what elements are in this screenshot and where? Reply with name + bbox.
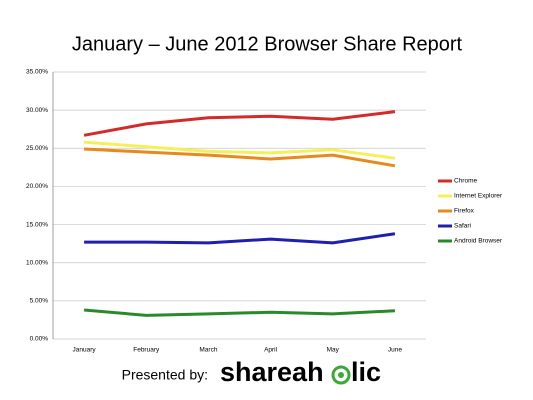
presented-by: Presented by:	[122, 367, 208, 383]
x-tick-label: February	[133, 347, 160, 354]
series-line	[83, 110, 396, 137]
x-tick-label: March	[199, 347, 217, 354]
series-line	[83, 140, 396, 160]
series-line	[83, 308, 395, 317]
legend-label: Safari	[454, 223, 471, 230]
series-line	[84, 232, 396, 245]
y-tick-label: 20.00%	[26, 183, 48, 190]
y-tick-label: 5.00%	[30, 298, 49, 305]
legend-label: Chrome	[454, 178, 478, 185]
y-tick-label: 25.00%	[26, 145, 48, 152]
y-tick-label: 0.00%	[30, 336, 49, 343]
legend-label: Internet Explorer	[454, 193, 503, 200]
legend-label: Android Browser	[454, 238, 503, 245]
x-tick-label: January	[73, 347, 97, 354]
y-tick-label: 30.00%	[26, 107, 48, 114]
logo-left: shareah	[220, 357, 324, 387]
x-tick-label: June	[388, 347, 402, 354]
legend-label: Firefox	[454, 208, 475, 215]
series-line	[84, 147, 396, 168]
logo-icon	[331, 365, 351, 385]
y-tick-label: 35.00%	[26, 69, 48, 76]
x-tick-label: May	[327, 347, 340, 354]
y-tick-label: 10.00%	[26, 259, 48, 266]
y-tick-label: 15.00%	[26, 221, 48, 228]
chart-title: January – June 2012 Browser Share Report	[72, 33, 463, 55]
logo-right: lic	[351, 357, 381, 387]
x-tick-label: April	[264, 347, 278, 354]
